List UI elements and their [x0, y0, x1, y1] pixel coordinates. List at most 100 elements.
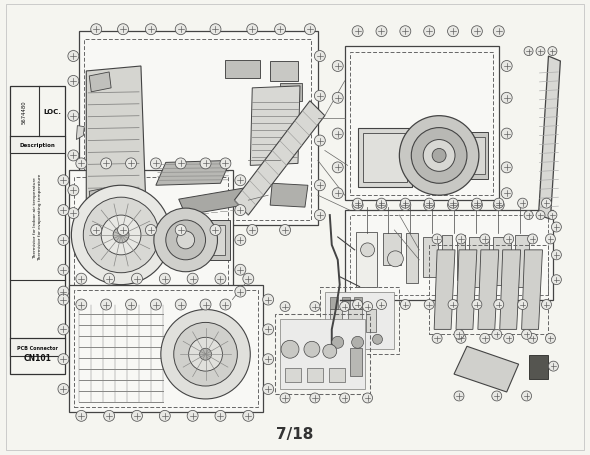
Polygon shape: [270, 184, 308, 207]
Circle shape: [154, 209, 218, 272]
Circle shape: [58, 354, 69, 365]
Circle shape: [372, 334, 382, 344]
Circle shape: [399, 116, 479, 196]
Bar: [74, 178, 228, 295]
Circle shape: [68, 111, 79, 122]
Circle shape: [58, 294, 69, 305]
Text: 5674480: 5674480: [22, 100, 27, 123]
Circle shape: [432, 234, 442, 244]
Polygon shape: [478, 250, 499, 330]
Circle shape: [314, 136, 325, 147]
Bar: [407, 233, 418, 283]
Polygon shape: [86, 67, 146, 216]
Text: PCB Connector: PCB Connector: [17, 345, 58, 350]
Circle shape: [117, 25, 129, 35]
Circle shape: [281, 340, 299, 359]
Circle shape: [352, 200, 363, 211]
Circle shape: [83, 198, 159, 273]
Bar: [79, 32, 318, 226]
Circle shape: [58, 205, 69, 216]
Bar: [10, 339, 65, 356]
Circle shape: [175, 159, 186, 169]
Bar: [442, 235, 452, 290]
Circle shape: [58, 176, 69, 187]
Bar: [366, 309, 375, 333]
Circle shape: [448, 300, 458, 310]
Circle shape: [263, 354, 274, 365]
Circle shape: [502, 188, 512, 199]
Circle shape: [113, 228, 129, 243]
Circle shape: [454, 330, 464, 339]
Circle shape: [546, 234, 555, 244]
Bar: [325, 292, 394, 349]
Circle shape: [471, 200, 483, 211]
Polygon shape: [89, 73, 111, 93]
Circle shape: [502, 162, 512, 173]
Circle shape: [71, 186, 171, 285]
Circle shape: [424, 27, 435, 38]
Text: Thermistor for Indoor air temperature
Thermistor for evaporating temperature: Thermistor for Indoor air temperature Th…: [33, 173, 42, 261]
Circle shape: [101, 216, 141, 255]
Bar: [270, 62, 298, 82]
Circle shape: [376, 27, 387, 38]
Circle shape: [423, 140, 455, 172]
Circle shape: [200, 159, 211, 169]
Circle shape: [187, 273, 198, 284]
Circle shape: [456, 334, 466, 344]
Circle shape: [175, 25, 186, 35]
Bar: [469, 238, 489, 287]
Circle shape: [493, 200, 504, 211]
Circle shape: [504, 234, 514, 244]
Circle shape: [502, 61, 512, 72]
Circle shape: [247, 25, 258, 35]
Polygon shape: [434, 250, 455, 330]
Bar: [70, 171, 234, 300]
Circle shape: [448, 27, 458, 38]
Circle shape: [91, 225, 101, 236]
Circle shape: [132, 410, 142, 421]
Circle shape: [340, 393, 350, 403]
Circle shape: [220, 299, 231, 310]
Circle shape: [210, 225, 221, 236]
Bar: [353, 297, 362, 309]
Circle shape: [314, 51, 325, 62]
Circle shape: [448, 199, 458, 209]
Bar: [529, 355, 549, 379]
Bar: [356, 233, 378, 287]
Circle shape: [145, 225, 156, 236]
Circle shape: [58, 235, 69, 246]
Circle shape: [263, 324, 274, 335]
Bar: [350, 216, 549, 295]
Circle shape: [150, 159, 161, 169]
Bar: [348, 310, 362, 330]
Bar: [307, 369, 323, 382]
Circle shape: [536, 211, 545, 220]
Circle shape: [199, 349, 211, 360]
Circle shape: [126, 159, 136, 169]
Circle shape: [235, 235, 246, 246]
Circle shape: [363, 302, 372, 312]
Circle shape: [360, 243, 375, 257]
Circle shape: [472, 300, 482, 310]
Circle shape: [58, 384, 69, 394]
Circle shape: [502, 129, 512, 140]
Circle shape: [502, 93, 512, 104]
Bar: [320, 287, 399, 354]
Circle shape: [480, 234, 490, 244]
Circle shape: [454, 391, 464, 401]
Circle shape: [210, 25, 221, 35]
Circle shape: [58, 287, 69, 298]
Circle shape: [159, 273, 171, 284]
Circle shape: [517, 199, 527, 209]
Circle shape: [200, 299, 211, 310]
Circle shape: [411, 128, 467, 184]
Circle shape: [247, 225, 258, 236]
Circle shape: [376, 300, 386, 310]
Circle shape: [424, 200, 435, 211]
Bar: [358, 128, 412, 188]
Bar: [84, 40, 311, 221]
Polygon shape: [234, 101, 325, 216]
Circle shape: [173, 323, 237, 386]
Circle shape: [332, 61, 343, 72]
Circle shape: [448, 200, 458, 211]
